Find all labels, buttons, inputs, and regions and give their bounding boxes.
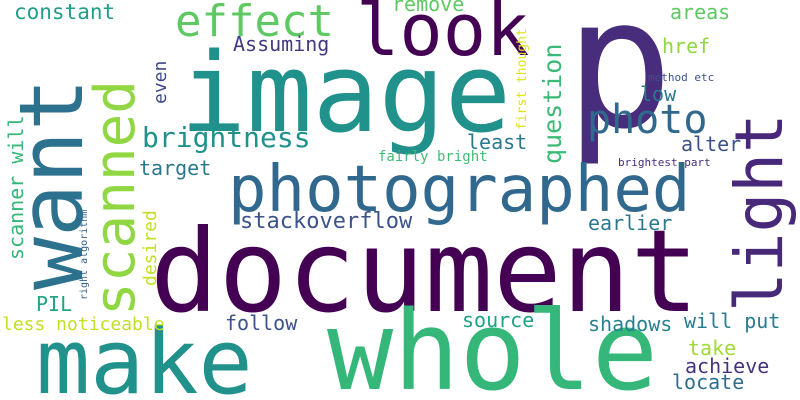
word-method-etc: method etc — [648, 72, 714, 83]
word-scanner-will: scanner will — [6, 116, 26, 261]
word-target: target — [139, 158, 211, 178]
word-source: source — [462, 310, 534, 330]
word-remove: remove — [392, 0, 464, 14]
word-low: low — [640, 84, 676, 104]
word-brightness: brightness — [142, 124, 311, 152]
word-href: href — [662, 36, 710, 56]
word-areas: areas — [670, 2, 730, 22]
word-fairly-bright: fairly bright — [378, 150, 488, 164]
word-pil: PIL — [36, 294, 72, 314]
word-desired: desired — [142, 210, 160, 286]
word-right-algorithm: right algorithm — [80, 210, 90, 300]
word-stackoverflow: stackoverflow — [240, 211, 412, 233]
word-earlier: earlier — [588, 213, 672, 233]
word-will-put: will put — [684, 311, 780, 331]
word-alter: alter — [681, 134, 741, 154]
word-even: even — [152, 61, 170, 104]
word-locate: locate — [672, 372, 744, 392]
word-scanned: scanned — [88, 80, 144, 316]
word-constant: constant — [14, 2, 115, 23]
word-assuming: Assuming — [233, 34, 329, 54]
word-question: question — [540, 44, 565, 164]
word-follow: follow — [225, 313, 297, 333]
word-brightest-part: brightest part — [618, 157, 711, 168]
word-shadows: shadows — [588, 314, 672, 334]
word-first-thought: first thought — [516, 28, 529, 130]
word-less-noticeable: less noticeable — [2, 316, 165, 334]
